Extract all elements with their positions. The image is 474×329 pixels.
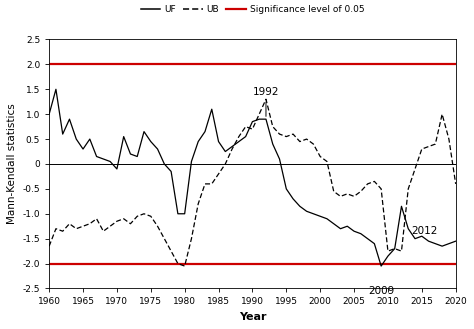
Y-axis label: Mann-Kendall statistics: Mann-Kendall statistics [7,104,17,224]
Text: 2009: 2009 [368,286,394,296]
Text: 1992: 1992 [253,87,279,97]
X-axis label: Year: Year [239,312,266,322]
Legend: UF, UB, Significance level of 0.05: UF, UB, Significance level of 0.05 [137,2,368,18]
Text: 2012: 2012 [411,226,438,236]
